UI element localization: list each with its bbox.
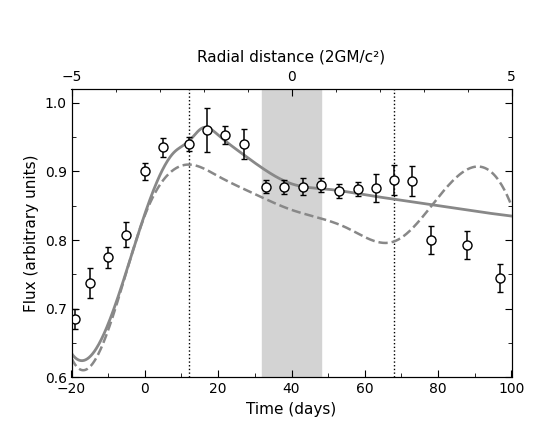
X-axis label: Radial distance (2GM/c²): Radial distance (2GM/c²) — [197, 50, 386, 65]
Bar — [262, 89, 321, 377]
X-axis label: Time (days): Time (days) — [246, 402, 337, 417]
Y-axis label: Flux (arbitrary units): Flux (arbitrary units) — [24, 154, 39, 312]
